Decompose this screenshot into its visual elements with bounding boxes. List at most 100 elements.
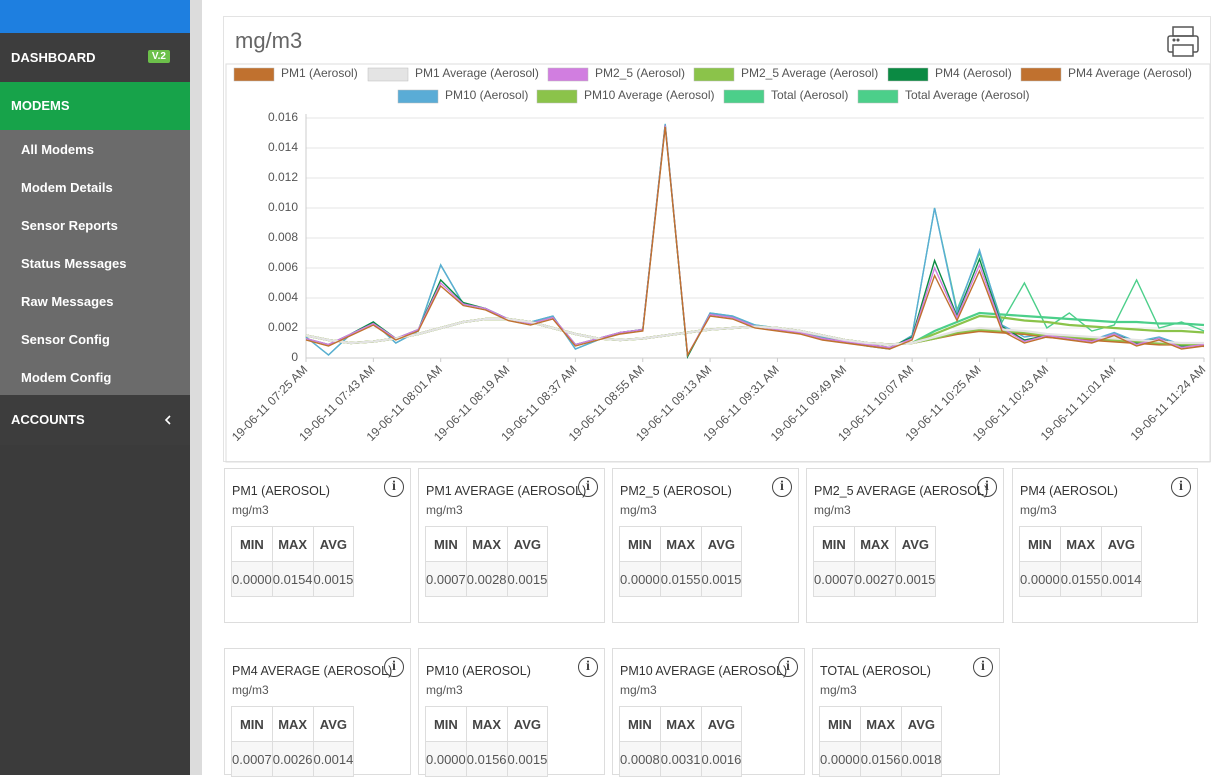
legend-label: Total (Aerosol) (771, 88, 848, 102)
stat-header: MAX (1059, 526, 1102, 562)
info-icon[interactable]: i (973, 657, 993, 677)
nav-item[interactable]: Modem Config (21, 370, 112, 385)
card-title: TOTAL (AEROSOL) (820, 664, 931, 678)
stat-card: PM4 (AEROSOL) mg/m3 i MIN MAX AVG 0.0000 0.0155… (1012, 468, 1198, 623)
card-unit: mg/m3 (426, 683, 463, 697)
card-unit: mg/m3 (426, 503, 463, 517)
stat-value: 0.0007 (813, 561, 855, 597)
stat-header: MAX (659, 526, 702, 562)
stat-value: 0.0154 (271, 561, 314, 597)
version-badge: V.2 (147, 50, 170, 63)
legend-swatch (536, 89, 578, 104)
stat-card: PM1 AVERAGE (AEROSOL) mg/m3 i MIN MAX AVG 0.00… (418, 468, 605, 623)
legend-label: Total Average (Aerosol) (905, 88, 1030, 102)
legend-swatch (887, 67, 929, 82)
value-row: 0.0000 0.0154 0.0015 (231, 561, 355, 597)
stat-header: AVG (700, 526, 743, 562)
nav-item[interactable]: Status Messages (21, 256, 127, 271)
nav-item[interactable]: Sensor Config (21, 332, 110, 347)
y-tick-label: 0.008 (268, 230, 298, 244)
legend-label: PM1 (Aerosol) (281, 66, 358, 80)
card-title: PM2_5 (AEROSOL) (620, 484, 732, 498)
info-icon[interactable]: i (384, 477, 404, 497)
stat-card: PM1 (AEROSOL) mg/m3 i MIN MAX AVG 0.0000 0.0154… (224, 468, 411, 623)
nav-modems[interactable]: MODEMS (0, 82, 190, 130)
stat-value: 0.0007 (231, 741, 273, 777)
nav-item[interactable]: All Modems (21, 142, 94, 157)
stat-header: AVG (506, 526, 549, 562)
stat-value: 0.0000 (819, 741, 861, 777)
info-icon[interactable]: i (778, 657, 798, 677)
stat-value: 0.0015 (894, 561, 937, 597)
stat-header: AVG (312, 706, 355, 742)
stat-value: 0.0014 (1100, 561, 1143, 597)
card-unit: mg/m3 (620, 683, 657, 697)
card-title: PM1 AVERAGE (AEROSOL) (426, 484, 587, 498)
nav-label: DASHBOARD (11, 50, 96, 65)
stat-header: MIN (425, 526, 467, 562)
submenu: All Modems Modem Details Sensor Reports … (0, 130, 190, 395)
card-unit: mg/m3 (620, 503, 657, 517)
nav-item[interactable]: Raw Messages (21, 294, 114, 309)
stat-table: MIN MAX AVG 0.0008 0.0031 0.0016 (619, 706, 743, 777)
stat-value: 0.0155 (659, 561, 702, 597)
legend-swatch (367, 67, 409, 82)
series-line (305, 123, 1205, 359)
x-tick-label: 19-06-11 11:01 AM (1038, 362, 1119, 443)
print-icon[interactable] (1167, 26, 1199, 57)
series-line (305, 126, 1205, 358)
legend-label: PM2_5 (Aerosol) (595, 66, 685, 80)
stat-value: 0.0000 (425, 741, 467, 777)
info-icon[interactable]: i (977, 477, 997, 497)
stat-table: MIN MAX AVG 0.0007 0.0028 0.0015 (425, 526, 549, 597)
info-icon[interactable]: i (578, 477, 598, 497)
nav-item[interactable]: Modem Details (21, 180, 113, 195)
info-icon[interactable]: i (1171, 477, 1191, 497)
stat-value: 0.0000 (1019, 561, 1061, 597)
stat-value: 0.0000 (619, 561, 661, 597)
chart-title: mg/m3 (235, 28, 302, 53)
y-tick-label: 0.016 (268, 110, 298, 124)
stat-value: 0.0028 (465, 561, 508, 597)
info-icon[interactable]: i (772, 477, 792, 497)
legend-label: PM1 Average (Aerosol) (415, 66, 539, 80)
stat-header: MIN (813, 526, 855, 562)
card-title: PM10 AVERAGE (AEROSOL) (620, 664, 788, 678)
stat-header: MIN (231, 526, 273, 562)
stat-header: AVG (506, 706, 549, 742)
series-line (305, 125, 1205, 359)
stat-value: 0.0000 (231, 561, 273, 597)
account-strip (0, 0, 190, 33)
value-row: 0.0007 0.0026 0.0014 (231, 741, 355, 777)
legend-swatch (723, 89, 765, 104)
value-row: 0.0000 0.0155 0.0015 (619, 561, 743, 597)
stat-table: MIN MAX AVG 0.0000 0.0156 0.0015 (425, 706, 549, 777)
stat-value: 0.0015 (506, 561, 549, 597)
stat-card: PM10 AVERAGE (AEROSOL) mg/m3 i MIN MAX AVG 0.0… (612, 648, 805, 777)
scroll-gutter (190, 0, 202, 775)
stat-value: 0.0015 (506, 741, 549, 777)
stat-value: 0.0027 (853, 561, 896, 597)
y-tick-label: 0.004 (268, 290, 298, 304)
y-tick-label: 0.002 (268, 320, 298, 334)
header-row: MIN MAX AVG (1019, 526, 1143, 562)
legend-swatch (857, 89, 899, 104)
nav-dashboard[interactable]: DASHBOARD V.2 (0, 33, 190, 82)
chart: mg/m3 0 0.002 0.004 0.006 0.008 0.010 0.012 0.0… (225, 26, 1211, 463)
value-row: 0.0007 0.0027 0.0015 (813, 561, 937, 597)
chart-panel: mg/m3 0 0.002 0.004 0.006 0.008 0.010 0.012 0.0… (223, 16, 1211, 463)
stat-header: MIN (425, 706, 467, 742)
legend-swatch (547, 67, 589, 82)
card-title: PM10 (AEROSOL) (426, 664, 531, 678)
nav-item[interactable]: Sensor Reports (21, 218, 118, 233)
x-tick-label: 19-06-11 11:24 AM (1128, 362, 1209, 443)
info-icon[interactable]: i (578, 657, 598, 677)
nav-accounts[interactable]: ACCOUNTS (0, 395, 190, 445)
stat-value: 0.0026 (271, 741, 314, 777)
info-icon[interactable]: i (384, 657, 404, 677)
card-unit: mg/m3 (1020, 503, 1057, 517)
value-row: 0.0000 0.0156 0.0015 (425, 741, 549, 777)
value-row: 0.0007 0.0028 0.0015 (425, 561, 549, 597)
stat-header: MAX (465, 526, 508, 562)
